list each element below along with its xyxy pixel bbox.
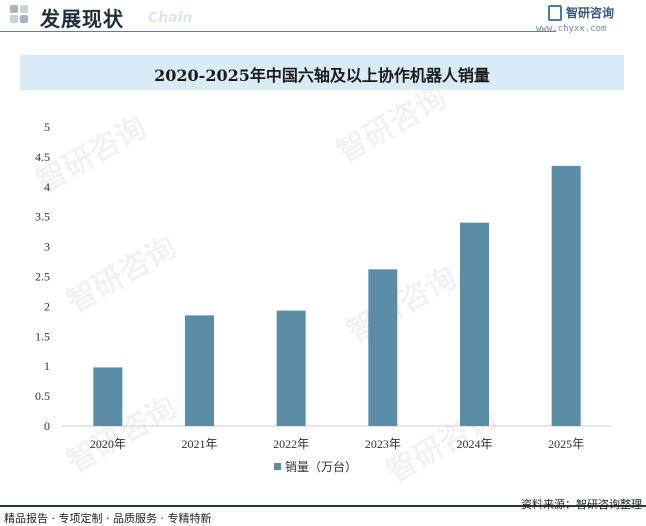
y-tick-label: 1	[44, 359, 50, 373]
section-header: 发展现状 Chain	[0, 0, 646, 34]
brand-url: www.chyxx.com	[536, 24, 607, 34]
y-tick-label: 2	[44, 299, 50, 313]
y-tick-label: 0	[44, 419, 50, 433]
footer-divider	[0, 505, 646, 507]
section-icon	[10, 5, 30, 25]
x-tick-label: 2025年	[548, 437, 584, 451]
x-tick-label: 2020年	[90, 437, 126, 451]
section-subtitle: Chain	[148, 10, 193, 26]
data-source: 资料来源：智研咨询整理	[521, 498, 642, 511]
legend-label: 销量（万台）	[285, 459, 357, 474]
chart-title-band: 2020-2025年中国六轴及以上协作机器人销量	[20, 55, 624, 90]
y-tick-label: 0.5	[35, 389, 50, 403]
x-tick-label: 2022年	[273, 437, 309, 451]
bar	[551, 165, 581, 426]
header-divider	[0, 31, 556, 32]
y-tick-label: 5	[44, 120, 50, 134]
section-title: 发展现状	[40, 7, 124, 31]
legend-swatch	[274, 463, 281, 470]
bar	[276, 310, 306, 426]
bar	[93, 367, 123, 426]
bar	[460, 222, 489, 426]
bar	[368, 269, 398, 426]
footer-tags: 精品报告 · 专项定制 · 品质服务 · 专精特新	[4, 512, 212, 525]
x-tick-label: 2024年	[456, 437, 492, 451]
brand-name: 智研咨询	[566, 6, 615, 20]
y-tick-label: 4	[44, 180, 50, 194]
bar	[185, 315, 214, 426]
brand-block: 智研咨询 www.chyxx.com	[536, 3, 638, 37]
y-tick-label: 3.5	[35, 210, 50, 224]
chart-title: 2020-2025年中国六轴及以上协作机器人销量	[154, 66, 490, 85]
y-tick-label: 4.5	[35, 150, 50, 164]
y-tick-label: 1.5	[35, 329, 50, 343]
x-tick-label: 2021年	[181, 437, 217, 451]
brand-logo-icon	[548, 5, 562, 21]
x-tick-label: 2023年	[365, 437, 401, 451]
y-tick-label: 2.5	[35, 270, 50, 284]
y-tick-label: 3	[44, 240, 50, 254]
